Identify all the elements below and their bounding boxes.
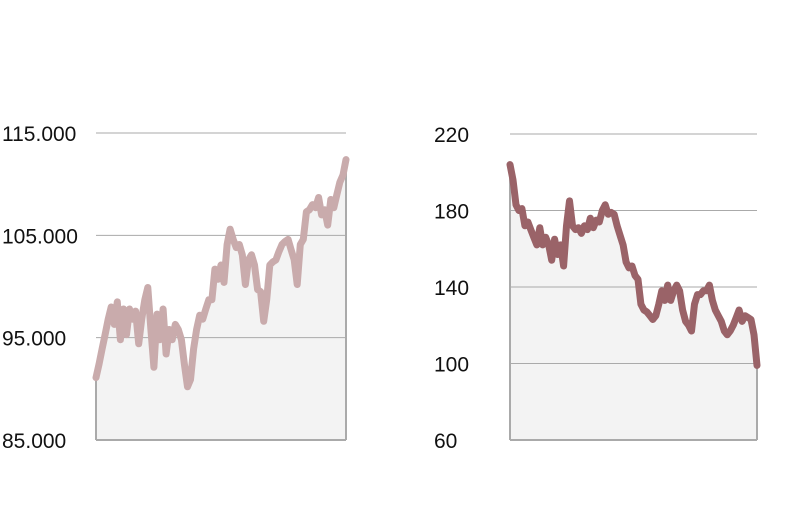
y-tick-label: 100 xyxy=(434,354,469,377)
y-tick-label: 220 xyxy=(434,124,469,147)
y-tick-label: 180 xyxy=(434,201,469,224)
y-tick-label: 60 xyxy=(434,430,457,453)
line xyxy=(506,161,761,369)
area xyxy=(510,164,757,440)
y-tick-label: 95.000 xyxy=(2,328,66,351)
line xyxy=(92,156,350,391)
area xyxy=(96,159,346,440)
y-tick-label: 140 xyxy=(434,277,469,300)
y-tick-label: 115.000 xyxy=(2,123,76,146)
y-tick-label: 105.000 xyxy=(2,225,78,248)
y-tick-label: 85.000 xyxy=(2,430,66,453)
